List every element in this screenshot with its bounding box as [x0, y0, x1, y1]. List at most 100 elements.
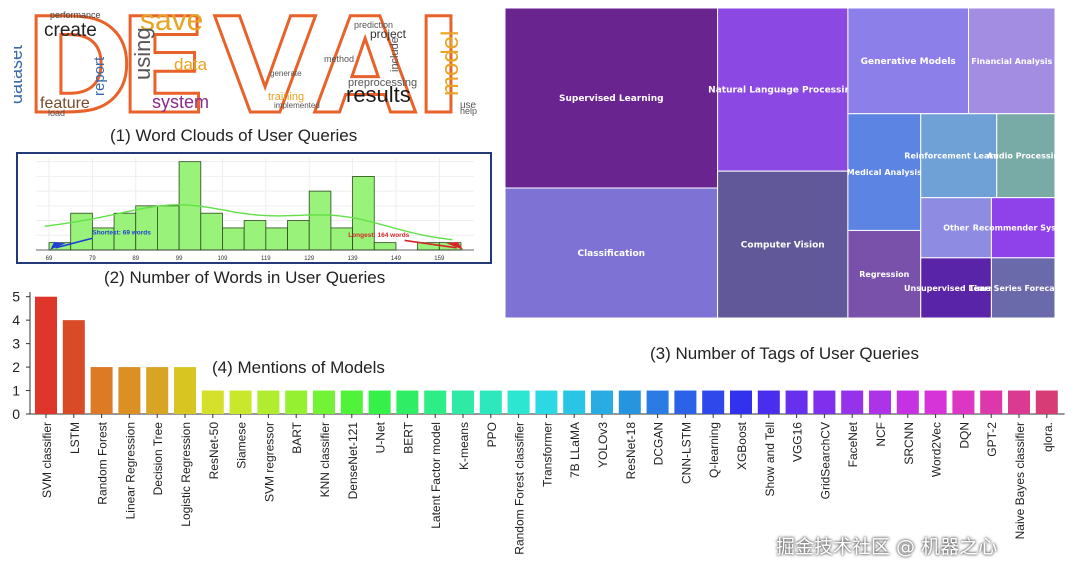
word-count-histogram-panel: 69 79 89 99 109 119 129 139 149 159 Shortest: 69 w…	[16, 152, 492, 264]
word-cloud-word: results	[346, 82, 411, 107]
word-cloud-word: help	[460, 106, 477, 116]
histogram-bar	[243, 220, 267, 251]
treemap-caption: (3) Number of Tags of User Queries	[650, 344, 919, 363]
treemap-tile-label: Other	[943, 224, 969, 233]
bar-chart-bar	[757, 390, 780, 414]
bar-chart-x-tick-label: DCGAN	[652, 422, 666, 465]
bar-chart-bar	[368, 390, 391, 414]
word-cloud-word: project	[370, 27, 407, 41]
bar-chart-x-tick-label: Decision Tree	[151, 422, 165, 496]
bar-chart-bar	[229, 390, 252, 414]
word-cloud-word: dataset	[14, 45, 26, 104]
bar-chart-x-tick-label: ResNet-50	[207, 422, 221, 480]
treemap-tile	[847, 229, 922, 319]
longest-arrowhead	[446, 241, 464, 250]
bar-chart-x-tick-label: FaceNet	[846, 421, 860, 467]
treemap-tile	[504, 187, 719, 319]
bar-chart-x-tick-label: SVM regressor	[262, 422, 276, 502]
bar-chart-x-tick-label: Logistic Regression	[179, 422, 193, 527]
word-cloud-word: include	[389, 37, 401, 72]
bar-chart-x-tick-label: Transformer	[540, 422, 554, 487]
bar-chart-x-tick-label: Latent Factor model	[429, 422, 443, 529]
word-cloud-word: report	[91, 56, 108, 96]
treemap-tile-label: Supervised Learning	[559, 94, 664, 104]
bar-chart-bar	[702, 390, 725, 414]
treemap-tile	[996, 113, 1056, 199]
bar-chart-bar	[424, 390, 447, 414]
bar-chart-bar	[35, 296, 57, 414]
histogram-bar	[157, 205, 180, 251]
histogram-bar	[373, 242, 397, 251]
bar-chart-caption: (4) Mentions of Models	[212, 358, 385, 377]
bar-chart-bar	[1035, 390, 1058, 414]
bar-chart-bar	[646, 390, 669, 414]
bar-chart-x-tick-label: YOLOv3	[596, 422, 610, 468]
treemap-tile	[717, 170, 849, 319]
bar-chart-x-tick-label: PPO	[485, 422, 499, 447]
bar-chart-bar	[535, 390, 558, 414]
histogram-x-tick-label: 159	[434, 256, 445, 262]
word-cloud-word: performance	[50, 10, 101, 20]
bar-chart-bar	[952, 390, 975, 414]
bar-chart-x-tick-label: Random Forest classifier	[513, 422, 527, 555]
bar-chart-bar	[563, 390, 586, 414]
word-cloud-word: model	[437, 31, 464, 96]
bar-chart-x-tick-label: K-means	[457, 422, 471, 470]
bar-chart-x-tick-label: U-Net	[374, 421, 388, 453]
bar-chart-bar	[452, 390, 474, 414]
bar-chart-x-tick-label: BERT	[401, 421, 415, 453]
bar-chart-y-tick-label: 5	[12, 289, 20, 305]
treemap-tile	[504, 7, 719, 189]
bar-chart-x-tick-label: GridSearchCV	[818, 422, 832, 499]
bar-chart-x-tick-label: SRCNN	[902, 422, 916, 465]
histogram-kde-curve	[44, 204, 453, 241]
histogram-x-tick-label: 89	[132, 256, 139, 262]
bar-chart-bar	[507, 390, 530, 414]
bar-chart-y-tick-label: 2	[12, 359, 20, 375]
treemap-tile-label: Reinforcement Learning	[904, 152, 1013, 161]
histogram-x-tick-label: 119	[261, 256, 271, 262]
bar-chart-x-tick-label: Word2Vec	[930, 422, 944, 477]
treemap-tile-label: Generative Models	[861, 57, 956, 67]
histogram-x-tick-label: 129	[304, 256, 315, 262]
bar-chart-x-tick-label: Q-learning	[707, 422, 721, 478]
bar-chart-bar	[118, 367, 141, 414]
bar-chart-bar	[1008, 390, 1030, 414]
bar-chart-bar	[90, 367, 113, 414]
word-cloud-word: method	[324, 54, 354, 64]
bar-chart-bar	[813, 390, 836, 414]
treemap-tile	[847, 7, 970, 115]
bar-chart-x-tick-label: BART	[290, 421, 304, 453]
bar-chart-x-tick-label: DQN	[957, 422, 971, 449]
bar-chart-bar	[479, 390, 502, 414]
histogram-x-tick-label: 109	[217, 256, 228, 262]
bar-chart-x-tick-label: Random Forest	[96, 421, 110, 504]
bar-chart-y-tick-label: 1	[12, 383, 20, 399]
treemap-tile-label: Natural Language Processing	[708, 86, 857, 96]
word-cloud-letter: D	[24, 4, 134, 124]
bar-chart-bar	[174, 367, 196, 414]
bar-chart-bar	[340, 390, 363, 414]
word-cloud-letter: V	[214, 4, 316, 124]
word-cloud-letter: E	[118, 4, 208, 124]
histogram-x-tick-label: 149	[391, 256, 402, 262]
bar-chart-x-tick-label: 7B LLaMA	[568, 422, 582, 478]
bar-chart-bar	[285, 390, 308, 414]
word-cloud-word: using	[130, 27, 155, 80]
histogram-bar	[200, 212, 223, 251]
bar-chart-x-tick-label: Naive Bayes classifier	[1013, 422, 1027, 539]
model-mentions-bar-chart: 0 1 2 3 4 5 SVM classifier LSTM Random Forest Lin…	[12, 289, 1065, 555]
word-cloud-word: system	[152, 92, 209, 112]
model-mentions-bar-chart-panel: 0 1 2 3 4 5 SVM classifier LSTM Random Forest Lin…	[0, 284, 1070, 578]
histogram-x-tick-label: 69	[46, 256, 53, 262]
bar-chart-x-tick-label: VGG16	[791, 422, 805, 462]
word-cloud-word: save	[140, 4, 203, 37]
bar-chart-x-tick-label: GPT-2	[985, 422, 999, 457]
treemap-tile-label: Financial Analysis	[971, 57, 1052, 66]
bar-chart-y-tick-label: 0	[12, 406, 20, 422]
treemap-tile-label: Recommender System	[973, 224, 1055, 233]
bar-chart-bar	[980, 390, 1003, 414]
bar-chart-y-tick-label: 3	[12, 336, 20, 352]
histogram-bar	[222, 227, 245, 251]
